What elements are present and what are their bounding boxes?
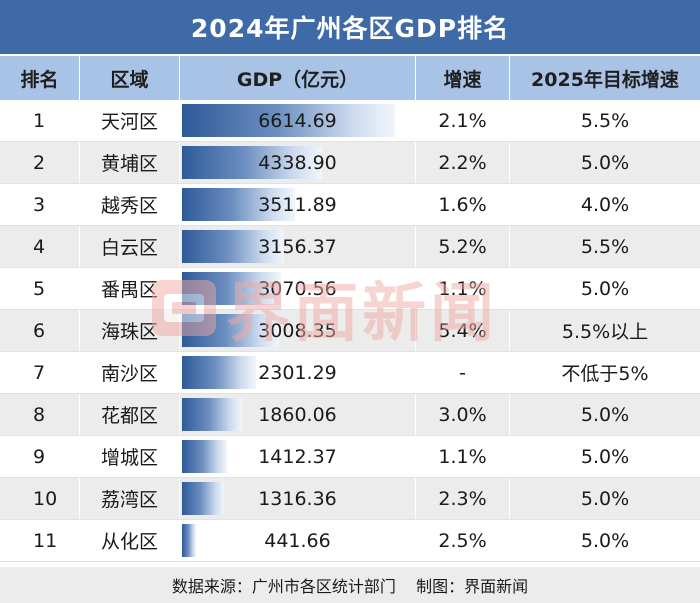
district-cell: 花都区 [80, 394, 180, 435]
growth-cell: 5.4% [416, 310, 510, 351]
gdp-value: 3008.35 [258, 319, 337, 342]
gdp-cell: 1860.06 [180, 394, 416, 435]
gdp-value: 6614.69 [258, 109, 337, 132]
gdp-bar [182, 146, 322, 179]
gdp-bar [182, 188, 295, 221]
gdp-value: 3156.37 [258, 235, 337, 258]
source-footer: 数据来源：广州市各区统计部门 制图：界面新闻 [0, 567, 700, 603]
gdp-value: 3070.56 [258, 277, 337, 300]
gdp-value: 1316.36 [258, 487, 337, 510]
district-cell: 番禺区 [80, 268, 180, 309]
gdp-cell: 2301.29 [180, 352, 416, 393]
rank-cell: 4 [0, 226, 80, 267]
rank-cell: 10 [0, 478, 80, 519]
table-row: 11 从化区 441.66 2.5% 5.0% [0, 520, 700, 562]
target-cell: 5.0% [580, 277, 630, 300]
table-row: 8 花都区 1860.06 3.0% 5.0% [0, 394, 700, 436]
rank-cell: 2 [0, 142, 80, 183]
gdp-value: 2301.29 [258, 361, 337, 384]
gdp-value: 1412.37 [258, 445, 337, 468]
gdp-cell: 3008.35 [180, 310, 416, 351]
district-cell: 海珠区 [80, 310, 180, 351]
gdp-bar [182, 104, 395, 137]
header-growth: 增速 [416, 56, 510, 100]
table-body: 1 天河区 6614.69 2.1% 5.5% 2 黄埔区 4338.90 2.2% 5.0% 3 越… [0, 100, 700, 562]
gdp-cell: 3070.56 [180, 268, 416, 309]
gdp-cell: 4338.90 [180, 142, 416, 183]
table-row: 7 南沙区 2301.29 - 不低于5% [0, 352, 700, 394]
header-district: 区域 [80, 56, 180, 100]
rank-cell: 11 [0, 520, 80, 561]
gdp-bar [182, 482, 224, 515]
growth-cell: 1.1% [416, 436, 510, 477]
gdp-bar [182, 440, 227, 473]
gdp-cell: 3511.89 [180, 184, 416, 225]
gdp-bar [182, 230, 284, 263]
gdp-cell: 6614.69 [180, 100, 416, 141]
district-cell: 荔湾区 [80, 478, 180, 519]
target-cell: 5.5%以上 [561, 321, 649, 343]
gdp-cell: 1412.37 [180, 436, 416, 477]
growth-cell: 2.3% [416, 478, 510, 519]
header-target: 2025年目标增速 [531, 68, 679, 91]
target-cell: 4.0% [580, 193, 630, 216]
growth-cell: 3.0% [416, 394, 510, 435]
rank-cell: 9 [0, 436, 80, 477]
rank-cell: 6 [0, 310, 80, 351]
table-header: 排名 区域 GDP（亿元） 增速 2025年目标增速 [0, 56, 700, 100]
gdp-bar [182, 398, 242, 431]
rank-cell: 7 [0, 352, 80, 393]
target-cell: 5.0% [580, 403, 630, 426]
table-row: 9 增城区 1412.37 1.1% 5.0% [0, 436, 700, 478]
gdp-value: 1860.06 [258, 403, 337, 426]
rank-cell: 1 [0, 100, 80, 141]
gdp-value: 3511.89 [258, 193, 337, 216]
header-gdp: GDP（亿元） [180, 56, 416, 100]
gdp-cell: 3156.37 [180, 226, 416, 267]
growth-cell: 2.2% [416, 142, 510, 183]
header-rank: 排名 [0, 56, 80, 100]
gdp-cell: 1316.36 [180, 478, 416, 519]
district-cell: 天河区 [80, 100, 180, 141]
gdp-cell: 441.66 [180, 520, 416, 561]
table-row: 6 海珠区 3008.35 5.4% 5.5%以上 [0, 310, 700, 352]
rank-cell: 5 [0, 268, 80, 309]
target-cell: 5.5% [580, 109, 630, 132]
gdp-bar [182, 524, 196, 557]
gdp-bar [182, 356, 256, 389]
target-cell: 5.5% [580, 235, 630, 258]
district-cell: 白云区 [80, 226, 180, 267]
page-title: 2024年广州各区GDP排名 [0, 0, 700, 54]
table-row: 3 越秀区 3511.89 1.6% 4.0% [0, 184, 700, 226]
district-cell: 从化区 [80, 520, 180, 561]
table-row: 2 黄埔区 4338.90 2.2% 5.0% [0, 142, 700, 184]
table-row: 5 番禺区 3070.56 1.1% 5.0% [0, 268, 700, 310]
district-cell: 越秀区 [80, 184, 180, 225]
rank-cell: 3 [0, 184, 80, 225]
district-cell: 南沙区 [80, 352, 180, 393]
target-cell: 5.0% [580, 151, 630, 174]
gdp-value: 441.66 [264, 529, 331, 552]
target-cell: 5.0% [580, 445, 630, 468]
growth-cell: 2.1% [416, 100, 510, 141]
target-cell: 5.0% [580, 529, 630, 552]
target-cell: 5.0% [580, 487, 630, 510]
table-row: 1 天河区 6614.69 2.1% 5.5% [0, 100, 700, 142]
rank-cell: 8 [0, 394, 80, 435]
district-cell: 黄埔区 [80, 142, 180, 183]
gdp-value: 4338.90 [258, 151, 337, 174]
growth-cell: 1.6% [416, 184, 510, 225]
district-cell: 增城区 [80, 436, 180, 477]
growth-cell: 1.1% [416, 268, 510, 309]
growth-cell: 2.5% [416, 520, 510, 561]
growth-cell: - [416, 352, 510, 393]
table-row: 4 白云区 3156.37 5.2% 5.5% [0, 226, 700, 268]
target-cell: 不低于5% [561, 363, 649, 385]
growth-cell: 5.2% [416, 226, 510, 267]
table-row: 10 荔湾区 1316.36 2.3% 5.0% [0, 478, 700, 520]
